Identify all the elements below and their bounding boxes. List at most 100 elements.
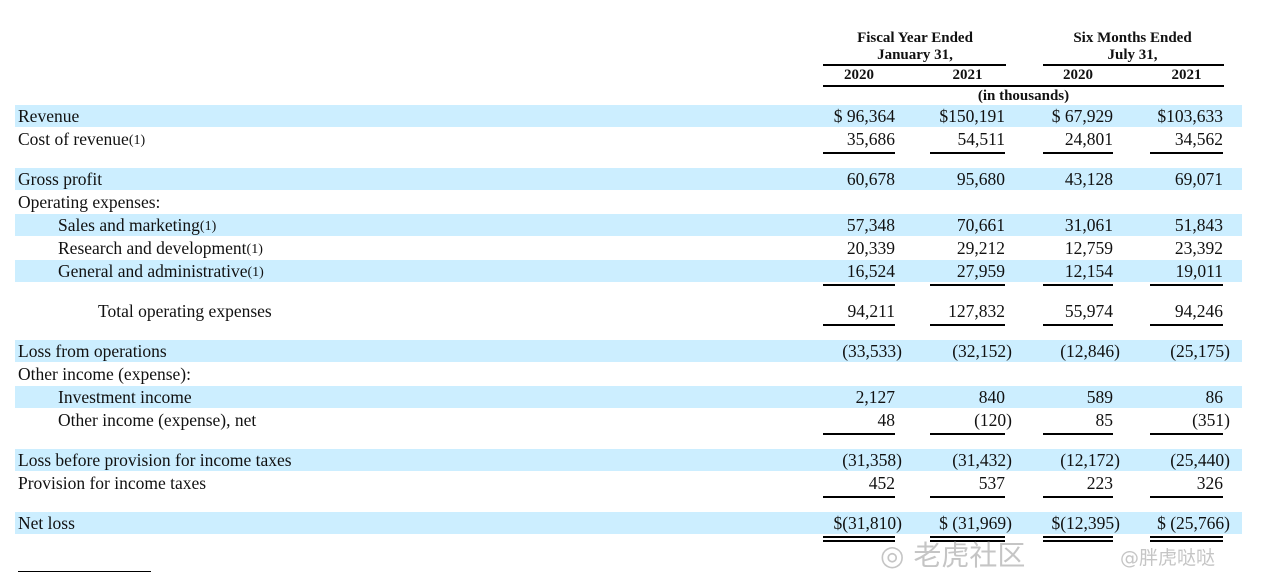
row-label: Investment income <box>58 386 192 408</box>
underline <box>930 324 1005 326</box>
row-label: Sales and marketing(1) <box>58 214 216 239</box>
cell-value: (31,432) <box>952 450 1012 470</box>
table-row: Provision for income taxes 452 537 223 326 <box>15 472 1242 498</box>
row-label: Revenue <box>18 105 79 127</box>
cell-value: (33,533) <box>842 341 902 361</box>
table-row: Net loss $(31,810) $ (31,969) $(12,395) $ (2… <box>15 512 1242 542</box>
watermark-logo: ◎ 老虎社区 <box>880 539 1026 572</box>
underline <box>1150 536 1223 538</box>
underline <box>823 536 895 538</box>
cell-value: (12,172) <box>1060 450 1120 470</box>
row-label: Cost of revenue(1) <box>18 128 145 153</box>
header-rule <box>1043 64 1224 66</box>
watermark-handle: @胖虎哒哒 <box>1120 547 1216 569</box>
row-label-text: Revenue <box>18 106 80 126</box>
underline <box>930 496 1005 498</box>
cell-value: 54,511 <box>957 129 1005 149</box>
cell-value: 24,801 <box>1064 129 1113 149</box>
column-header-fy2020: 2020 <box>844 67 874 83</box>
cell-value: 840 <box>978 387 1005 407</box>
row-label-text: Other income (expense), net <box>58 410 257 430</box>
row-label: Net loss <box>18 512 75 534</box>
cell-value: 86 <box>1205 387 1224 407</box>
underline <box>823 540 895 542</box>
header-group-fiscal-year: Fiscal Year Ended January 31, <box>830 30 1000 64</box>
underline <box>823 324 895 326</box>
table-row: Loss from operations (33,533) (32,152) (12,… <box>15 340 1242 362</box>
cell-value: 589 <box>1086 387 1113 407</box>
cell-value: $(12,395) <box>1051 513 1120 533</box>
footnote-rule <box>18 571 151 572</box>
header-rule <box>823 85 1224 87</box>
cell-value: $ 96,364 <box>833 106 895 126</box>
underline <box>930 433 1005 435</box>
row-label-text: Loss before provision for income taxes <box>18 450 292 470</box>
cell-value: 51,843 <box>1174 215 1223 235</box>
cell-value: 60,678 <box>846 169 895 189</box>
cell-value: 94,211 <box>847 301 895 321</box>
cell-value: $103,633 <box>1157 106 1223 126</box>
cell-value: 70,661 <box>956 215 1005 235</box>
underline <box>1150 433 1223 435</box>
cell-value: (25,440) <box>1170 450 1230 470</box>
header-line: Six Months Ended <box>1073 30 1192 46</box>
underline <box>823 152 895 154</box>
row-label: Gross profit <box>18 168 102 190</box>
table-row: Research and development(1) 20,339 29,212 1… <box>15 237 1242 259</box>
table-row: Cost of revenue(1) 35,686 54,511 24,801 34,5… <box>15 128 1242 154</box>
row-label: Research and development(1) <box>58 237 263 262</box>
underline <box>1150 152 1223 154</box>
cell-value: 12,759 <box>1064 238 1113 258</box>
row-label: Total operating expenses <box>98 300 272 322</box>
row-label: Loss from operations <box>18 340 167 362</box>
underline <box>823 496 895 498</box>
header-line: Fiscal Year Ended <box>857 30 973 46</box>
row-label-text: Other income (expense): <box>18 364 191 384</box>
underline <box>930 152 1005 154</box>
column-header-6m2020: 2020 <box>1063 67 1093 83</box>
underline <box>930 536 1005 538</box>
row-label: General and administrative(1) <box>58 260 264 285</box>
cell-value: 23,392 <box>1174 238 1223 258</box>
underline <box>1043 540 1113 542</box>
row-label-text: Research and development <box>58 238 247 258</box>
row-label-text: Provision for income taxes <box>18 473 207 493</box>
cell-value: 20,339 <box>846 238 895 258</box>
row-label-text: Sales and marketing <box>58 215 200 235</box>
cell-value: (31,358) <box>842 450 902 470</box>
row-label-text: Gross profit <box>18 169 103 189</box>
cell-value: (351) <box>1192 410 1230 430</box>
table-row: Operating expenses: <box>15 191 1242 213</box>
underline <box>1043 496 1113 498</box>
units-label: (in thousands) <box>977 88 1070 104</box>
cell-value: 223 <box>1086 473 1113 493</box>
table-row: Investment income 2,127 840 589 86 <box>15 386 1242 408</box>
cell-value: $150,191 <box>939 106 1005 126</box>
cell-value: 29,212 <box>956 238 1005 258</box>
cell-value: 35,686 <box>846 129 895 149</box>
table-row: Other income (expense), net 48 (120) 85 (351… <box>15 409 1242 435</box>
underline <box>1043 536 1113 538</box>
footnote-marker: (1) <box>128 133 146 148</box>
cell-value: $(31,810) <box>833 513 902 533</box>
table-row: Gross profit 60,678 95,680 43,128 69,071 <box>15 168 1242 190</box>
underline <box>1043 284 1113 286</box>
underline <box>1150 540 1223 542</box>
table-row: Sales and marketing(1) 57,348 70,661 31,061… <box>15 214 1242 236</box>
underline <box>930 284 1005 286</box>
row-label: Provision for income taxes <box>18 472 206 494</box>
cell-value: 12,154 <box>1064 261 1113 281</box>
watermark-text: 老虎社区 <box>913 539 1026 572</box>
underline <box>1150 284 1223 286</box>
cell-value: 326 <box>1196 473 1223 493</box>
row-label-text: General and administrative <box>58 261 248 281</box>
cell-value: 452 <box>868 473 895 493</box>
row-label-text: Cost of revenue <box>18 129 129 149</box>
footnote-marker: (1) <box>199 219 217 234</box>
cell-value: 43,128 <box>1064 169 1113 189</box>
header-group-six-months: Six Months Ended July 31, <box>1045 30 1220 64</box>
row-label-text: Investment income <box>58 387 192 407</box>
table-row: Total operating expenses 94,211 127,832 55,… <box>15 300 1242 326</box>
cell-value: 57,348 <box>846 215 895 235</box>
